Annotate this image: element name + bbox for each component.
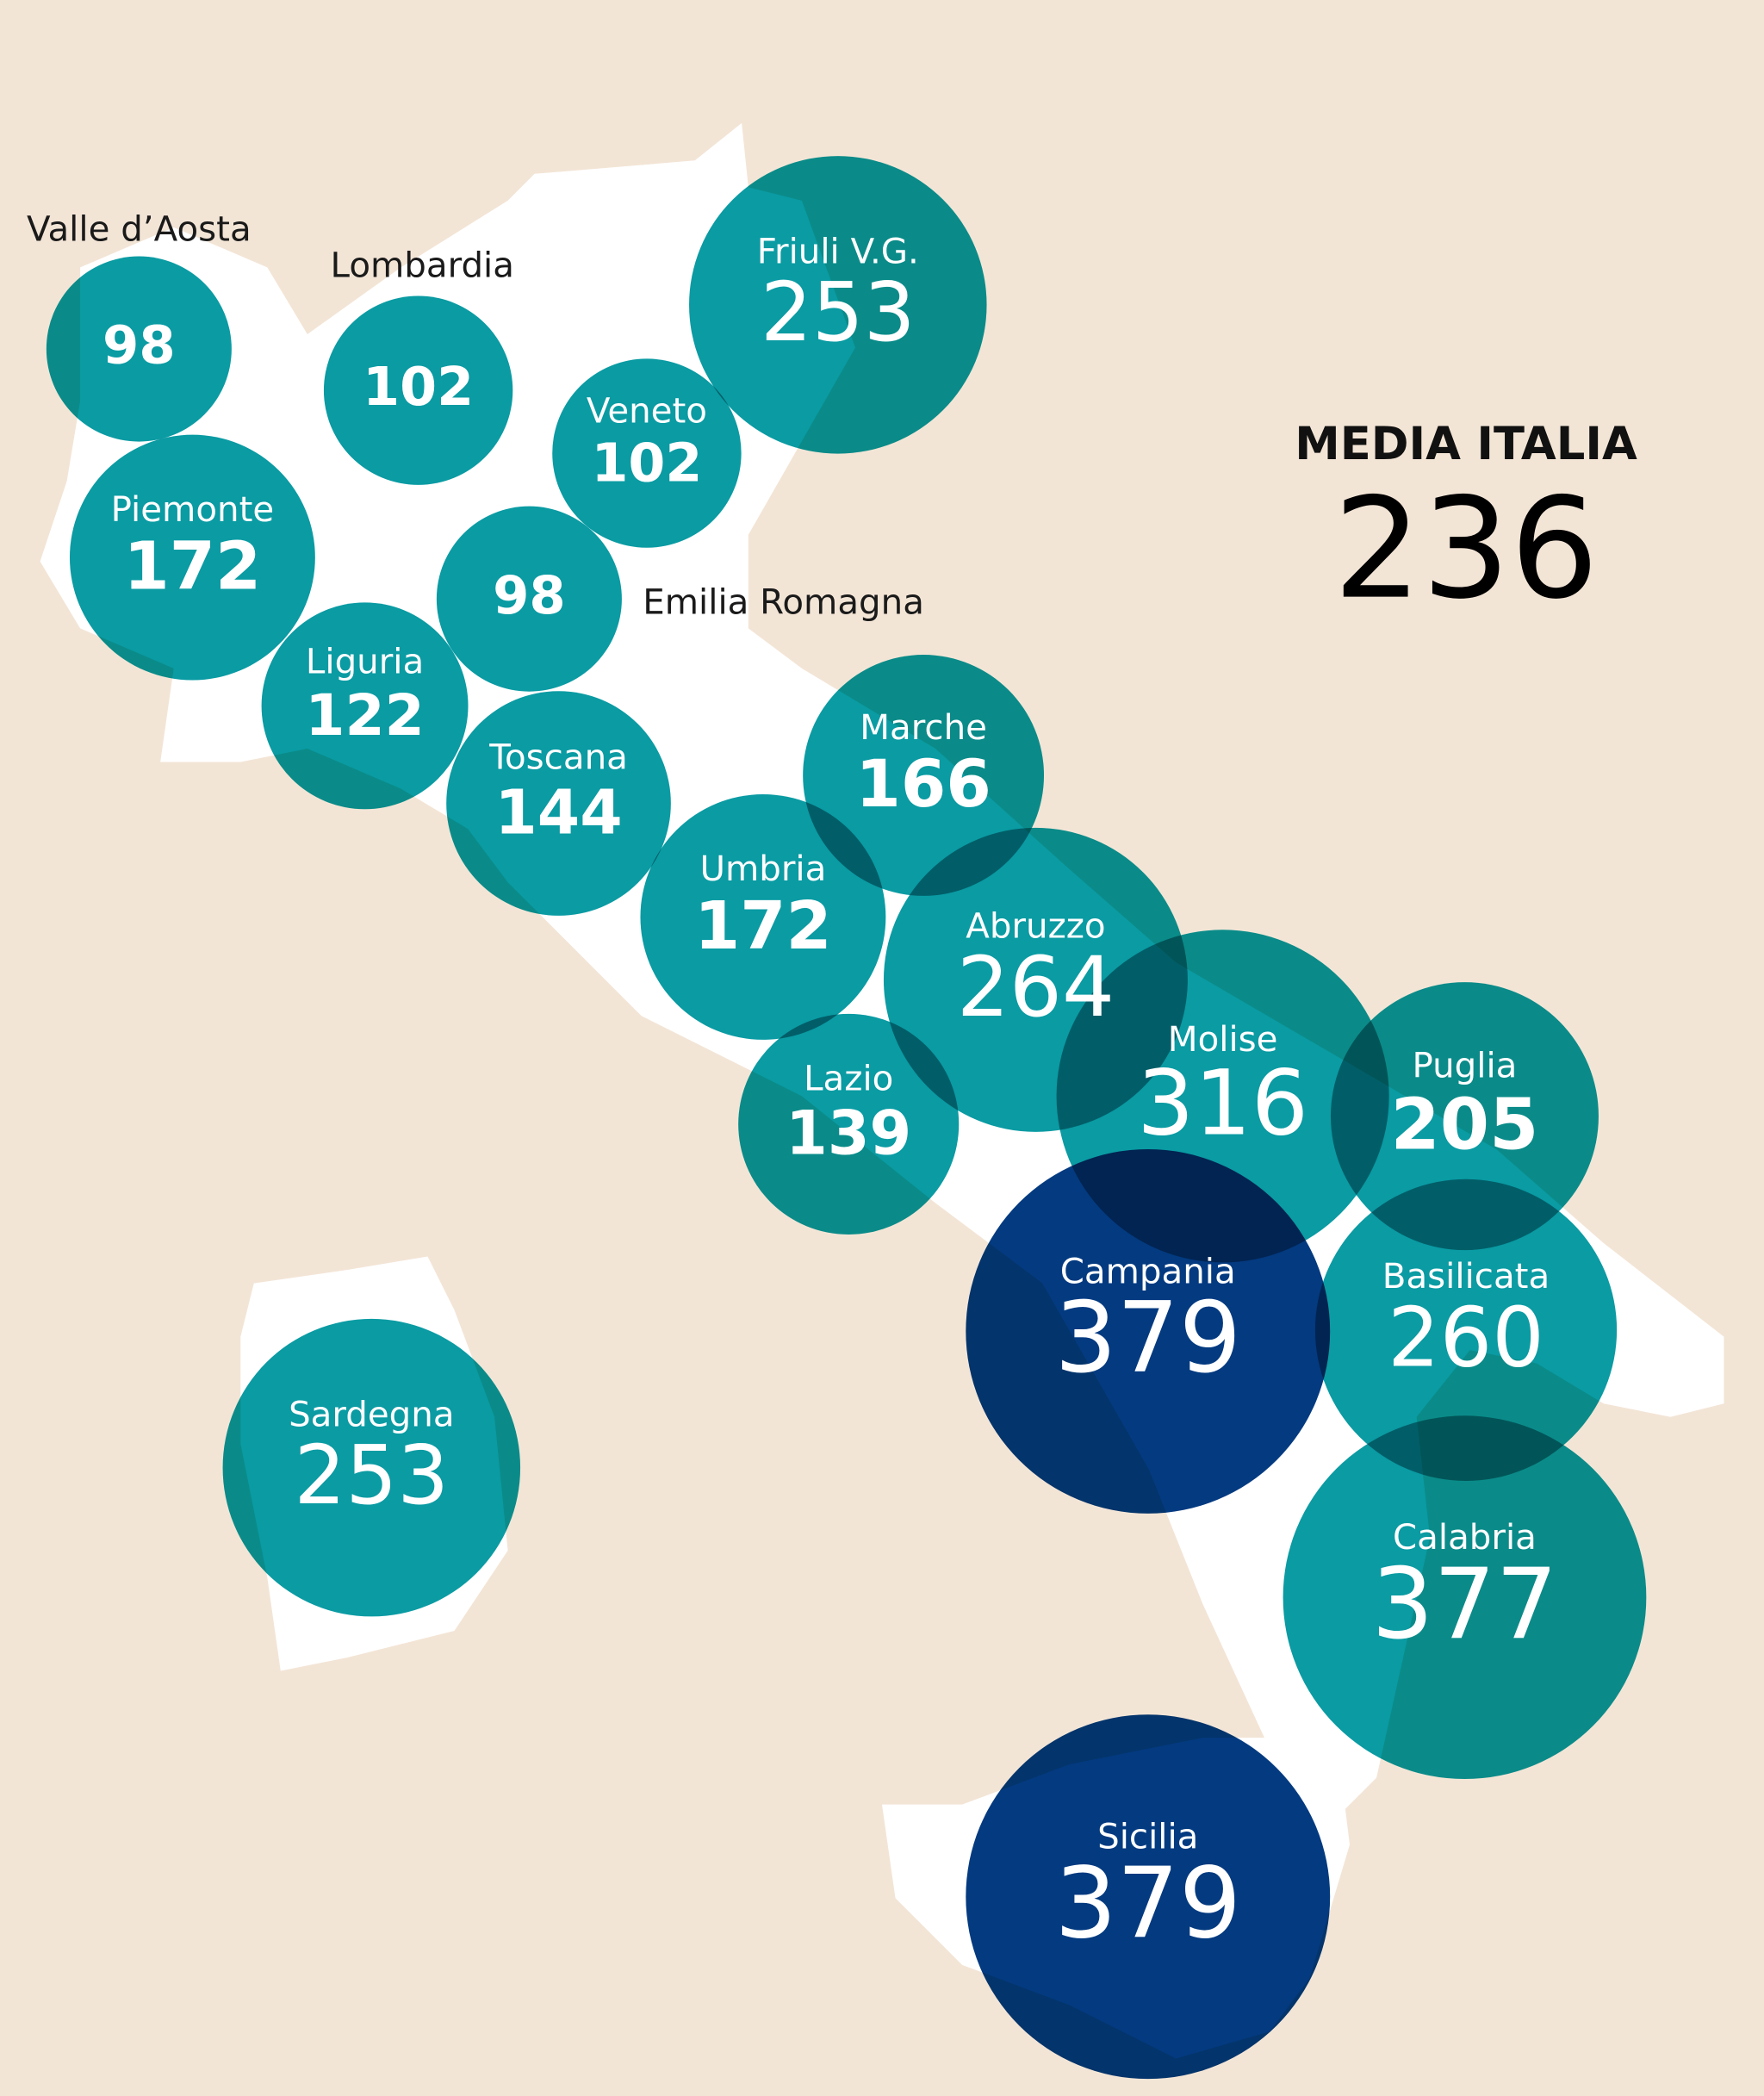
region-bubble	[966, 1714, 1331, 2080]
region-bubble	[1330, 982, 1599, 1251]
region-bubble	[261, 602, 469, 810]
region-name: Sardegna	[289, 1394, 454, 1434]
region-name: Veneto	[587, 390, 707, 431]
region-value: 102	[363, 356, 474, 418]
region-name: Toscana	[488, 737, 628, 778]
region-name: Calabria	[1393, 1517, 1537, 1558]
region-bubble	[436, 506, 622, 692]
region-value: 316	[1137, 1051, 1308, 1156]
region-value: 98	[102, 316, 176, 376]
region-bubble	[222, 1318, 521, 1617]
region-bubble	[323, 295, 513, 485]
region-name: Molise	[1168, 1019, 1278, 1060]
region-name: Lombardia	[331, 245, 514, 285]
region-bubble	[640, 794, 886, 1040]
region-name: Friuli V.G.	[757, 231, 919, 271]
region-value: 377	[1371, 1547, 1557, 1661]
summary-value: 236	[1333, 469, 1599, 631]
region-value: 379	[1054, 1281, 1241, 1395]
region-value: 205	[1390, 1085, 1538, 1166]
region-bubble	[69, 434, 315, 681]
region-bubble	[552, 358, 742, 548]
region-bubble	[803, 655, 1045, 896]
region-name: Puglia	[1413, 1046, 1518, 1086]
region-value: 166	[855, 746, 991, 822]
region-value: 102	[591, 432, 702, 494]
region-value: 253	[761, 266, 916, 360]
region-name: Emilia Romagna	[643, 582, 924, 622]
summary-title: MEDIA ITALIA	[1295, 418, 1637, 470]
region-name: Sicilia	[1097, 1817, 1198, 1857]
region-name: Abruzzo	[966, 905, 1105, 946]
region-value: 253	[294, 1429, 449, 1523]
region-bubble	[46, 256, 232, 442]
region-bubble	[738, 1013, 960, 1235]
region-bubble	[1314, 1179, 1618, 1481]
region-name: Marche	[860, 707, 987, 748]
region-name: Lazio	[804, 1059, 893, 1099]
region-name: Piemonte	[111, 489, 275, 530]
region-value: 379	[1054, 1846, 1241, 1960]
region-name: Valle d’Aosta	[27, 209, 252, 250]
region-value: 172	[694, 888, 832, 965]
region-name: Campania	[1060, 1251, 1236, 1291]
region-bubble	[446, 691, 671, 916]
region-name: Liguria	[306, 641, 424, 681]
region-value: 144	[494, 777, 622, 849]
region-value: 139	[786, 1098, 911, 1168]
region-name: Umbria	[699, 849, 826, 889]
bubbles	[46, 156, 1647, 2080]
region-value: 260	[1388, 1291, 1544, 1386]
region-value: 98	[493, 566, 566, 626]
region-bubble	[1283, 1415, 1647, 1780]
region-name: Basilicata	[1382, 1256, 1550, 1297]
region-value: 122	[305, 681, 425, 749]
region-bubble	[966, 1148, 1331, 1514]
region-value: 264	[957, 939, 1115, 1036]
region-value: 172	[124, 529, 262, 606]
region-bubble	[689, 156, 987, 454]
